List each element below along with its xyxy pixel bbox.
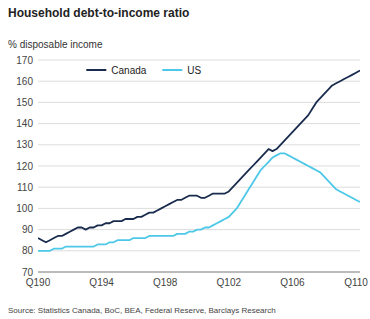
grid-line [38, 102, 360, 103]
x-tick-label: Q198 [153, 277, 178, 288]
x-tick-label: Q190 [26, 277, 51, 288]
x-tick-label: Q194 [89, 277, 114, 288]
y-tick-label: 150 [16, 97, 33, 108]
grid-line [38, 123, 360, 124]
y-tick-label: 80 [22, 245, 34, 256]
x-axis-line [38, 272, 360, 273]
grid-line [38, 208, 360, 209]
y-tick-label: 140 [16, 118, 33, 129]
grid [38, 60, 360, 272]
line [38, 71, 360, 243]
legend-swatch [162, 69, 182, 71]
x-tick-label: Q110 [344, 277, 368, 288]
legend-swatch [86, 69, 106, 71]
x-tick-label: Q106 [280, 277, 305, 288]
grid-line [38, 187, 360, 188]
legend-label: Canada [111, 65, 146, 76]
y-axis-label: % disposable income [8, 39, 103, 50]
y-tick-label: 160 [16, 76, 33, 87]
grid-line [38, 250, 360, 251]
title: Household debt-to-income ratio [8, 6, 189, 20]
y-tick-label: 70 [22, 267, 34, 278]
grid-line [38, 144, 360, 145]
legend-label: US [187, 65, 201, 76]
grid-line [38, 272, 360, 273]
legend: Canada US [86, 65, 201, 76]
lines [38, 71, 360, 251]
y-tick-label: 100 [16, 203, 33, 214]
y-tick-label: 130 [16, 139, 33, 150]
y-tick-label: 90 [22, 224, 34, 235]
grid-line [38, 60, 360, 61]
y-tick-label: 110 [17, 182, 33, 193]
line [38, 153, 360, 251]
chart: Household debt-to-income ratio % disposab… [0, 0, 370, 319]
x-tick-label: Q102 [217, 277, 242, 288]
grid-line [38, 81, 360, 82]
source: Source: Statistics Canada, BoC, BEA, Fed… [8, 306, 276, 315]
y-tick-label: 120 [16, 161, 33, 172]
y-tick-label: 170 [16, 55, 33, 66]
grid-line [38, 166, 360, 167]
